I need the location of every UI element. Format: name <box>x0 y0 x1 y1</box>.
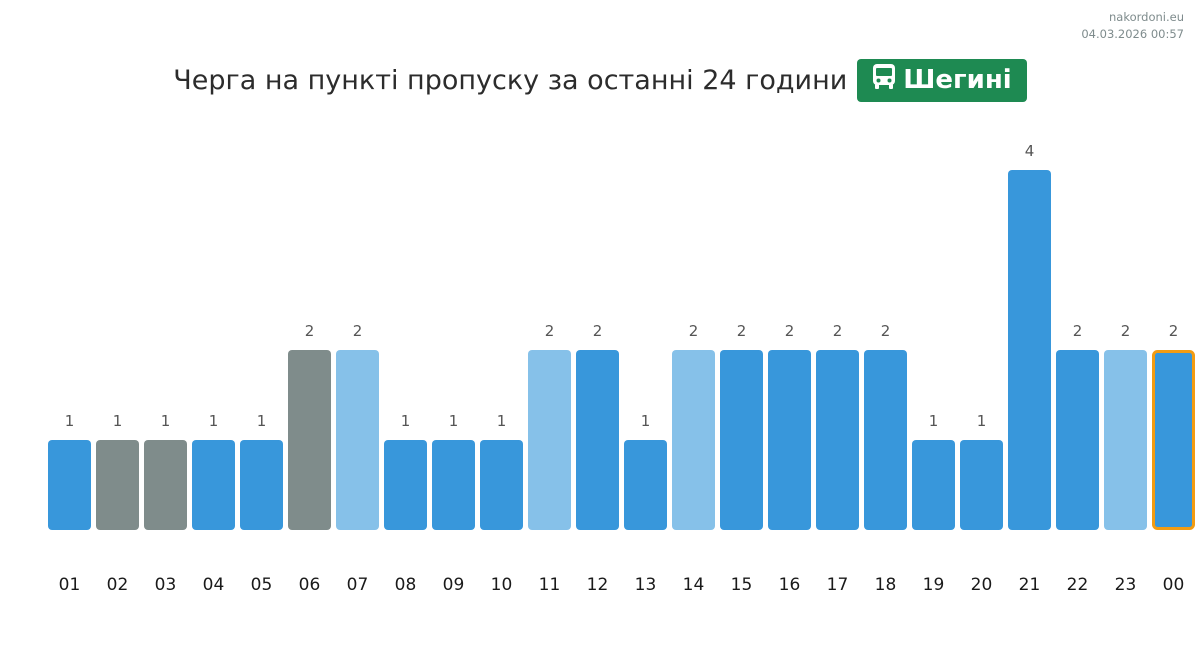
badge-label: Шегині <box>903 65 1012 95</box>
bar-03 <box>144 440 187 530</box>
bar-08 <box>384 440 427 530</box>
bar-10 <box>480 440 523 530</box>
bar-22 <box>1056 350 1099 530</box>
value-label-17: 2 <box>833 322 843 340</box>
bar-23 <box>1104 350 1147 530</box>
tick-label-18: 18 <box>875 575 897 595</box>
tick-label-13: 13 <box>635 575 657 595</box>
value-label-07: 2 <box>353 322 363 340</box>
tick-label-12: 12 <box>587 575 609 595</box>
value-label-02: 1 <box>113 412 123 430</box>
bar-19 <box>912 440 955 530</box>
value-label-22: 2 <box>1073 322 1083 340</box>
tick-label-23: 23 <box>1115 575 1137 595</box>
tick-label-14: 14 <box>683 575 705 595</box>
checkpoint-badge: Шегині <box>857 58 1027 102</box>
source-timestamp: 04.03.2026 00:57 <box>1081 27 1184 41</box>
tick-label-07: 07 <box>347 575 369 595</box>
tick-label-05: 05 <box>251 575 273 595</box>
value-label-23: 2 <box>1121 322 1131 340</box>
value-label-05: 1 <box>257 412 267 430</box>
tick-label-19: 19 <box>923 575 945 595</box>
value-label-18: 2 <box>881 322 891 340</box>
value-label-00: 2 <box>1169 322 1179 340</box>
source-info: nakordoni.eu 04.03.2026 00:57 <box>1081 9 1184 43</box>
tick-label-03: 03 <box>155 575 177 595</box>
bar-04 <box>192 440 235 530</box>
value-label-08: 1 <box>401 412 411 430</box>
tick-label-20: 20 <box>971 575 993 595</box>
bar-11 <box>528 350 571 530</box>
chart-title: Черга на пункті пропуску за останні 24 г… <box>173 64 848 96</box>
value-label-16: 2 <box>785 322 795 340</box>
tick-label-15: 15 <box>731 575 753 595</box>
tick-label-01: 01 <box>59 575 81 595</box>
bar-07 <box>336 350 379 530</box>
bar-18 <box>864 350 907 530</box>
tick-label-08: 08 <box>395 575 417 595</box>
header: Черга на пункті пропуску за останні 24 г… <box>0 58 1200 102</box>
value-label-19: 1 <box>929 412 939 430</box>
bar-21 <box>1008 170 1051 530</box>
bar-16 <box>768 350 811 530</box>
value-label-12: 2 <box>593 322 603 340</box>
bar-20 <box>960 440 1003 530</box>
tick-label-11: 11 <box>539 575 561 595</box>
value-label-09: 1 <box>449 412 459 430</box>
source-site: nakordoni.eu <box>1109 10 1184 24</box>
tick-label-21: 21 <box>1019 575 1041 595</box>
bar-02 <box>96 440 139 530</box>
bar-17 <box>816 350 859 530</box>
bar-14 <box>672 350 715 530</box>
bar-13 <box>624 440 667 530</box>
tick-label-04: 04 <box>203 575 225 595</box>
tick-label-17: 17 <box>827 575 849 595</box>
bar-06 <box>288 350 331 530</box>
tick-label-06: 06 <box>299 575 321 595</box>
value-label-21: 4 <box>1025 142 1035 160</box>
bar-05 <box>240 440 283 530</box>
value-label-14: 2 <box>689 322 699 340</box>
tick-label-10: 10 <box>491 575 513 595</box>
tick-label-02: 02 <box>107 575 129 595</box>
bar-12 <box>576 350 619 530</box>
bar-09 <box>432 440 475 530</box>
tick-label-00: 00 <box>1163 575 1185 595</box>
value-label-01: 1 <box>65 412 75 430</box>
value-label-13: 1 <box>641 412 651 430</box>
bar-15 <box>720 350 763 530</box>
bar-00 <box>1152 350 1195 530</box>
bus-icon <box>871 63 903 98</box>
value-label-10: 1 <box>497 412 507 430</box>
tick-label-09: 09 <box>443 575 465 595</box>
value-label-06: 2 <box>305 322 315 340</box>
value-label-03: 1 <box>161 412 171 430</box>
value-label-15: 2 <box>737 322 747 340</box>
value-label-20: 1 <box>977 412 987 430</box>
value-label-04: 1 <box>209 412 219 430</box>
tick-label-16: 16 <box>779 575 801 595</box>
value-label-11: 2 <box>545 322 555 340</box>
bar-01 <box>48 440 91 530</box>
tick-label-22: 22 <box>1067 575 1089 595</box>
